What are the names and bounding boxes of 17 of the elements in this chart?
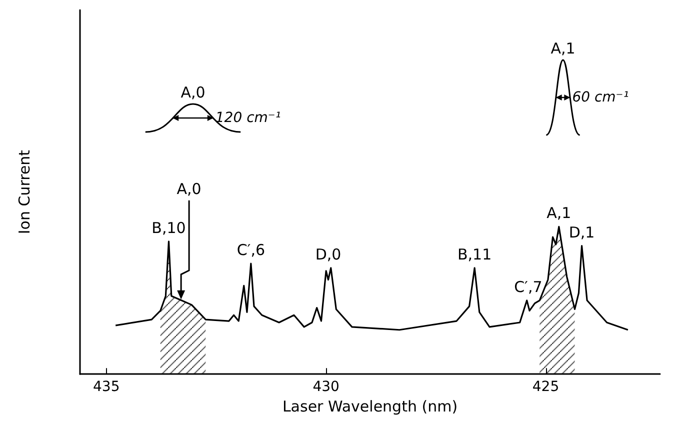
- annotation: B,10: [152, 218, 186, 237]
- x-tick-label: 425: [532, 379, 560, 396]
- text: 120 cm⁻¹: [215, 110, 281, 126]
- annotation: A,1: [546, 204, 572, 222]
- text: A,0: [180, 84, 206, 102]
- x-tick-label: 430: [312, 379, 340, 396]
- annotation: D,0: [315, 245, 342, 264]
- text: A,1: [550, 40, 576, 58]
- x-tick-label: 435: [92, 379, 120, 396]
- text: 60 cm⁻¹: [572, 90, 629, 106]
- x-axis-title: Laser Wavelength (nm): [282, 398, 458, 416]
- annotation: C′,6: [236, 241, 266, 260]
- annotation: A,0: [176, 180, 202, 198]
- y-axis-title: Ion Current: [16, 150, 34, 234]
- annotation: D,1: [568, 223, 595, 242]
- annotation: C′,7: [514, 278, 542, 296]
- annotation: B,11: [458, 245, 492, 264]
